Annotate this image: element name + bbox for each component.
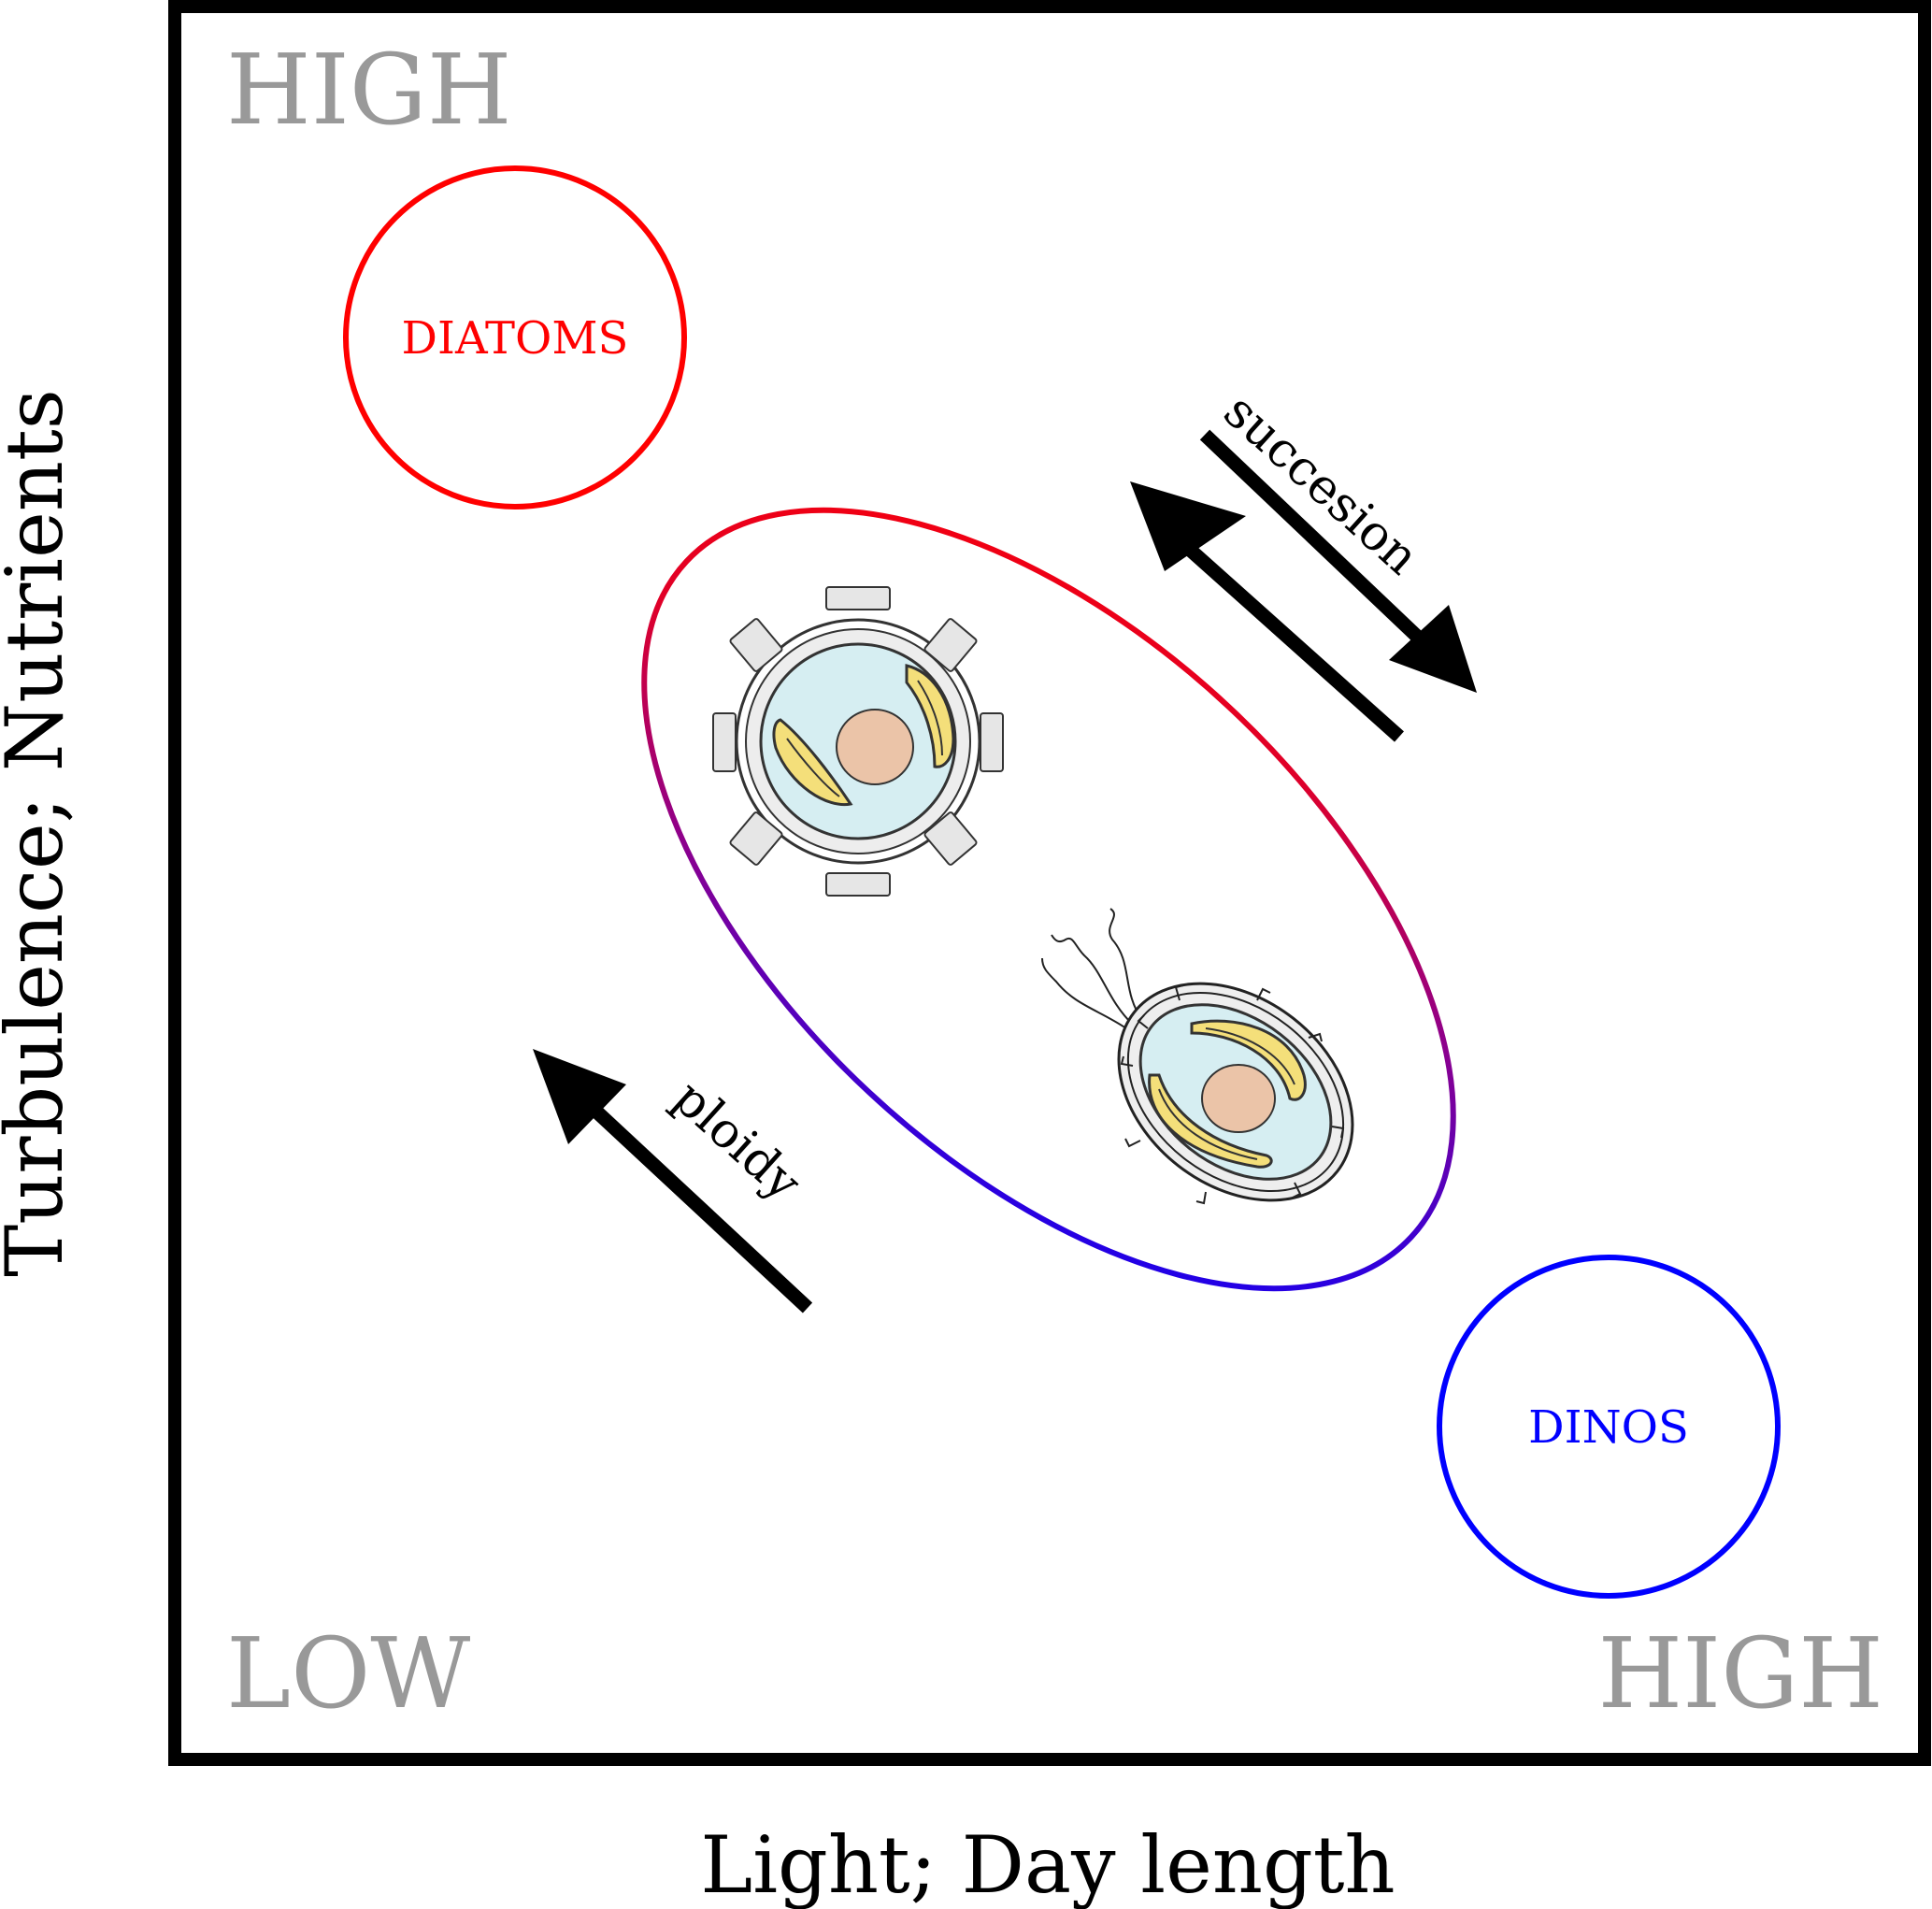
- transition-ellipse: [641, 507, 1456, 1292]
- ploidy-arrow-shaft: [574, 1090, 813, 1313]
- plot-frame: [168, 0, 1931, 1766]
- diatoms-circle: [343, 165, 687, 510]
- x-axis-label: Light; Day length: [700, 1819, 1395, 1909]
- dinos-label: DINOS: [1528, 1401, 1689, 1454]
- dinos-circle: [1437, 1255, 1781, 1599]
- ploidy-arrow: ploidy: [533, 1049, 813, 1313]
- corner-label-high-y: HIGH: [226, 33, 512, 147]
- dinoflagellate-cell-icon: [1041, 908, 1354, 1205]
- succession-arrows: succesion: [1130, 383, 1477, 742]
- ploidy-arrow-head: [533, 1049, 626, 1144]
- diatoms-label: DIATOMS: [402, 312, 629, 365]
- corner-label-low: LOW: [226, 1616, 470, 1730]
- succession-arrow-up-head: [1130, 481, 1246, 571]
- diatoms-region: DIATOMS: [343, 165, 687, 510]
- y-axis-label: Turbulence; Nutrients: [0, 389, 80, 1277]
- corner-label-high-x: HIGH: [1597, 1616, 1883, 1730]
- succession-arrow-down-shaft: [1199, 429, 1436, 654]
- succession-label: succesion: [1213, 383, 1429, 586]
- diatom-cell-icon: [712, 586, 1004, 897]
- succession-arrow-up-shaft: [1175, 535, 1404, 742]
- succession-arrow-down-head: [1389, 605, 1477, 693]
- dinos-region: DINOS: [1437, 1255, 1781, 1599]
